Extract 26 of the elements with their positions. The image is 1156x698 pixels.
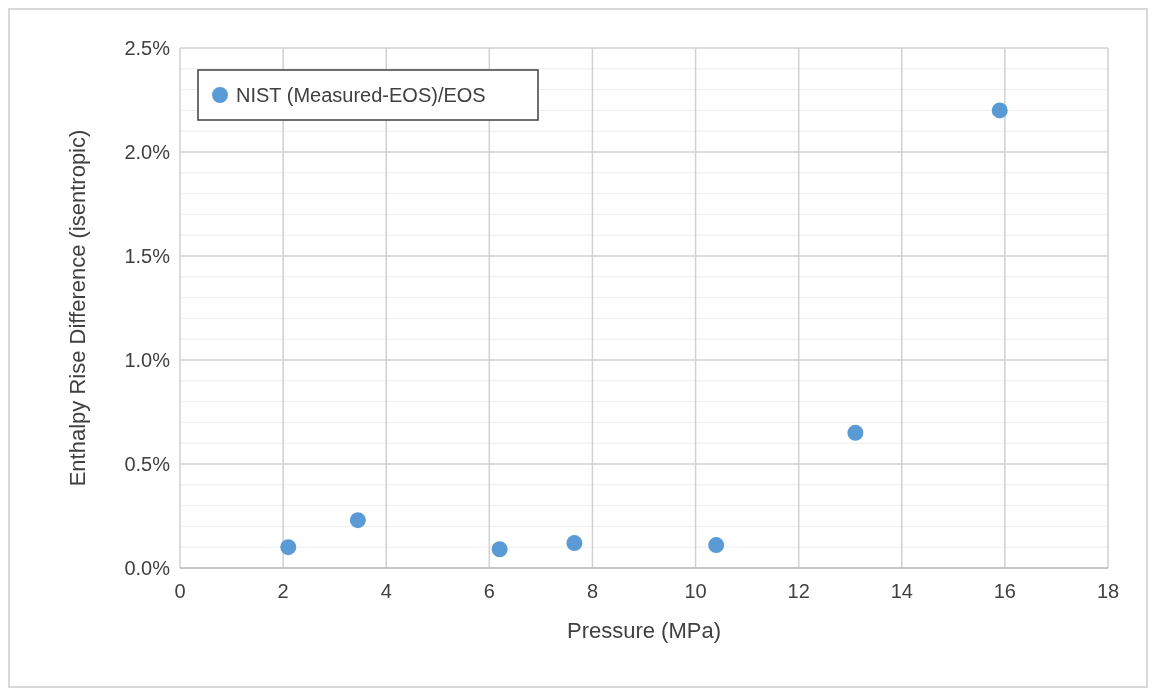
y-tick-label: 0.5%: [124, 453, 171, 475]
x-tick-label: 18: [1096, 580, 1120, 602]
x-axis-title: Pressure (MPa): [566, 618, 722, 643]
x-tick-label: 10: [684, 580, 707, 602]
point: [566, 535, 583, 552]
x-tick-label: 4: [380, 580, 392, 602]
point: [991, 102, 1008, 119]
x-tick-label: 16: [993, 580, 1017, 602]
x-tick-label: 12: [787, 580, 810, 602]
y-axis-title: Enthalpy Rise Difference (isentropic): [65, 129, 90, 487]
y-tick-label: 0.0%: [124, 557, 171, 579]
y-tick-label: 1.5%: [124, 245, 171, 267]
y-tick-label: 2.0%: [124, 141, 171, 163]
point: [708, 537, 725, 554]
point: [280, 539, 297, 556]
x-tick-label: 2: [277, 580, 289, 602]
point: [349, 512, 366, 529]
point: [847, 424, 864, 441]
x-tick-label: 0: [174, 580, 186, 602]
x-tick-label: 6: [483, 580, 495, 602]
x-tick-label: 8: [586, 580, 599, 602]
y-tick-label: 2.5%: [124, 37, 171, 59]
legend-label: NIST (Measured-EOS)/EOS: [236, 84, 486, 106]
y-tick-label: 1.0%: [124, 349, 171, 371]
point: [491, 541, 508, 558]
x-tick-label: 14: [890, 580, 913, 602]
